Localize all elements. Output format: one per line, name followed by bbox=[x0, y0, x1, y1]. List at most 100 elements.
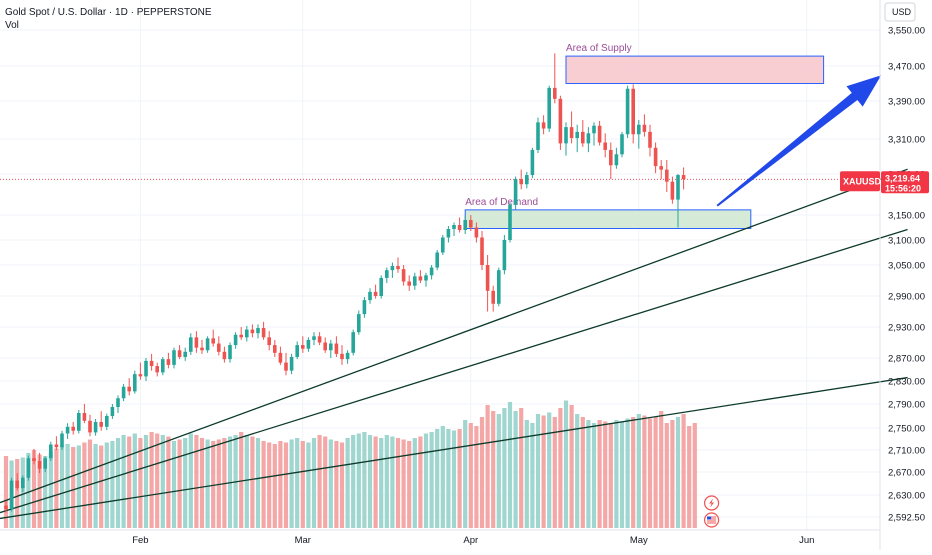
candle bbox=[26, 455, 31, 481]
x-tick-label: Feb bbox=[132, 535, 148, 546]
trendlines[interactable] bbox=[0, 168, 908, 520]
trendline[interactable] bbox=[0, 228, 908, 514]
volume-bar bbox=[530, 423, 535, 528]
volume-bar bbox=[664, 423, 669, 528]
flag-stripe bbox=[707, 522, 717, 524]
volume-bar bbox=[569, 405, 574, 528]
candle-body bbox=[373, 291, 378, 296]
volume-bar bbox=[205, 439, 210, 528]
candle bbox=[541, 115, 546, 135]
projection-arrow[interactable] bbox=[716, 75, 882, 207]
y-tick-label: 3,390.00 bbox=[888, 97, 925, 108]
symbol-badge-text: XAUUSD bbox=[843, 176, 882, 186]
candle-body bbox=[133, 374, 137, 392]
x-tick-label: Apr bbox=[463, 535, 478, 546]
volume-bar bbox=[491, 411, 496, 528]
candle bbox=[77, 410, 81, 434]
volume-bar bbox=[71, 447, 76, 528]
candle-body bbox=[228, 345, 232, 360]
candle-body bbox=[183, 351, 187, 357]
candle bbox=[362, 297, 367, 318]
candle-body bbox=[357, 314, 361, 333]
volume-bar bbox=[401, 439, 406, 528]
us-flag-icon[interactable] bbox=[703, 512, 720, 528]
candle-body bbox=[474, 227, 479, 238]
currency-selector[interactable]: USD bbox=[884, 2, 916, 22]
volume-bar bbox=[283, 442, 289, 528]
volume-bar bbox=[37, 454, 42, 528]
candle bbox=[261, 321, 266, 340]
volume-bar bbox=[339, 442, 345, 528]
candle bbox=[15, 473, 19, 491]
candle-body bbox=[222, 351, 227, 360]
candle-body bbox=[26, 458, 31, 478]
candle bbox=[82, 404, 87, 424]
candle-body bbox=[312, 336, 316, 340]
volume-bar bbox=[597, 420, 602, 528]
lightning-icon[interactable] bbox=[703, 495, 720, 511]
volume-bar bbox=[87, 439, 93, 528]
candle bbox=[513, 176, 518, 210]
candle bbox=[166, 352, 171, 369]
candle-body bbox=[172, 350, 176, 365]
flag-stripe bbox=[707, 516, 717, 518]
candle bbox=[491, 285, 495, 312]
volume-bar bbox=[457, 429, 462, 528]
projection-arrow-shape[interactable] bbox=[716, 75, 882, 207]
demand-zone[interactable] bbox=[464, 209, 752, 229]
candle-body bbox=[105, 416, 109, 427]
volume-bar bbox=[563, 400, 569, 528]
volume-bar bbox=[653, 417, 658, 528]
candle-body bbox=[4, 505, 8, 510]
candle bbox=[637, 120, 641, 149]
volume-bar bbox=[496, 414, 501, 528]
candle-body bbox=[295, 345, 299, 357]
candle bbox=[116, 395, 120, 413]
candle-body bbox=[665, 169, 669, 182]
candle-body bbox=[485, 265, 490, 291]
candle-body bbox=[116, 398, 120, 407]
volume-bar bbox=[429, 432, 434, 528]
x-tick-label: Jun bbox=[799, 535, 814, 546]
candle-body bbox=[581, 131, 585, 144]
candle-body bbox=[317, 336, 322, 343]
currency-label: USD bbox=[892, 7, 912, 17]
candle bbox=[323, 337, 327, 353]
candle bbox=[99, 411, 103, 431]
legend-icons[interactable] bbox=[703, 495, 720, 528]
candle bbox=[502, 235, 507, 275]
volume-bar bbox=[435, 429, 440, 528]
volume-bar bbox=[261, 441, 266, 528]
volume-bar bbox=[183, 438, 188, 528]
candle bbox=[614, 147, 619, 169]
trendline[interactable] bbox=[0, 168, 908, 504]
volume-bar bbox=[619, 421, 625, 528]
candle bbox=[278, 346, 283, 365]
volume-bar bbox=[317, 435, 322, 528]
volume-bar bbox=[194, 435, 199, 528]
candle bbox=[177, 345, 182, 360]
labels: Gold Spot / U.S. Dollar · 1D · PEPPERSTO… bbox=[5, 7, 212, 31]
volume-bar bbox=[547, 412, 552, 528]
candle-body bbox=[93, 422, 98, 433]
candle bbox=[289, 353, 294, 375]
symbol-badge bbox=[840, 171, 880, 192]
candle bbox=[301, 336, 305, 353]
volume-bar bbox=[311, 438, 317, 528]
candle bbox=[110, 404, 115, 419]
candle-body bbox=[558, 98, 563, 144]
volume-bar bbox=[681, 414, 686, 528]
y-tick-label: 3,050.00 bbox=[888, 261, 925, 272]
trendline[interactable] bbox=[0, 376, 908, 520]
candle-body bbox=[54, 444, 59, 448]
supply-zone[interactable] bbox=[565, 55, 825, 84]
volume-bar bbox=[687, 426, 692, 528]
candle bbox=[121, 383, 126, 402]
candle-body bbox=[217, 343, 221, 352]
volume-bar bbox=[166, 436, 171, 528]
candle-body bbox=[648, 131, 652, 148]
candle-body bbox=[603, 142, 607, 150]
candle-body bbox=[547, 87, 551, 129]
candle bbox=[631, 84, 635, 144]
